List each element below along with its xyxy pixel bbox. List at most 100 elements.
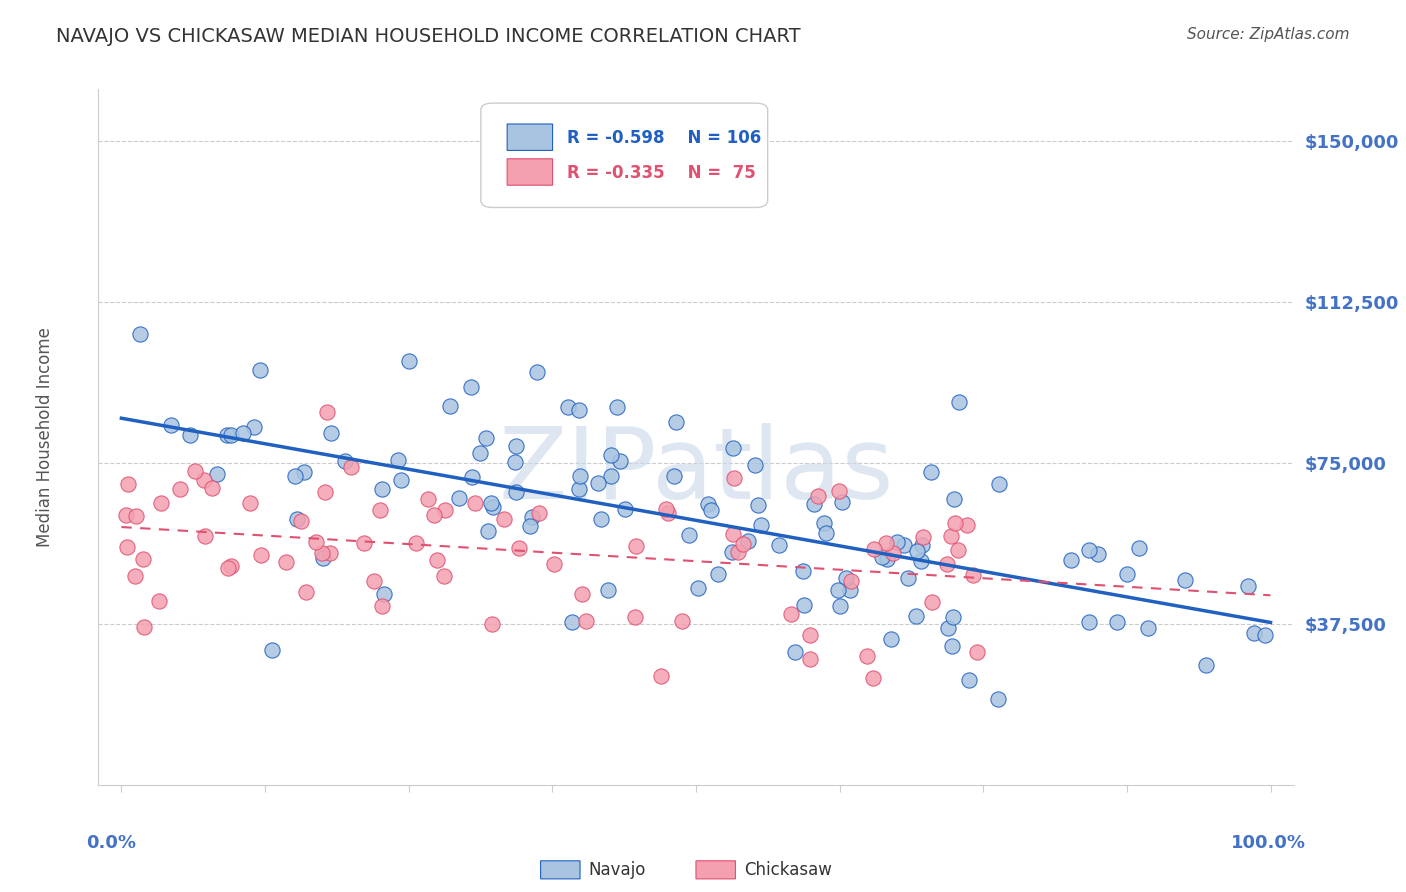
Point — [481, 616, 503, 631]
Point — [721, 545, 744, 559]
Point — [911, 538, 934, 552]
Point — [568, 469, 591, 483]
Point — [862, 671, 884, 685]
Point — [370, 502, 392, 516]
Point — [700, 502, 723, 516]
Point — [586, 476, 609, 491]
Text: R = -0.335    N =  75: R = -0.335 N = 75 — [567, 164, 755, 182]
Point — [671, 614, 693, 628]
Point — [292, 466, 315, 480]
Point — [243, 420, 266, 434]
Point — [780, 607, 803, 621]
Point — [475, 431, 498, 445]
Point — [405, 536, 427, 550]
Point — [318, 546, 340, 560]
Text: R = -0.598    N = 106: R = -0.598 N = 106 — [567, 129, 761, 147]
Point — [221, 428, 243, 442]
Point — [295, 585, 318, 599]
Point — [418, 492, 440, 507]
Point — [911, 531, 934, 545]
Point — [749, 518, 772, 533]
Point — [893, 538, 915, 552]
Point — [955, 518, 977, 533]
Point — [875, 535, 897, 549]
Point — [373, 587, 395, 601]
Point — [183, 464, 205, 478]
Point — [232, 426, 254, 441]
Point — [217, 428, 239, 442]
Point — [260, 643, 283, 657]
Point — [905, 609, 928, 624]
Point — [315, 405, 337, 419]
Text: Chickasaw: Chickasaw — [744, 861, 832, 879]
Point — [363, 574, 385, 589]
Point — [799, 652, 821, 666]
Point — [723, 470, 745, 484]
Point — [439, 399, 461, 413]
Point — [387, 452, 409, 467]
Point — [305, 535, 328, 549]
Point — [561, 615, 583, 629]
Point — [936, 557, 959, 571]
Point — [333, 453, 356, 467]
Point — [737, 534, 759, 549]
FancyBboxPatch shape — [481, 103, 768, 208]
Point — [589, 512, 612, 526]
Point — [353, 535, 375, 549]
Point — [905, 544, 928, 558]
Point — [194, 529, 217, 543]
Point — [1137, 622, 1160, 636]
Point — [557, 401, 579, 415]
Point — [505, 439, 527, 453]
Point — [721, 442, 744, 456]
Point — [828, 599, 851, 614]
Text: Navajo: Navajo — [589, 861, 645, 879]
Text: Source: ZipAtlas.com: Source: ZipAtlas.com — [1187, 27, 1350, 42]
Point — [124, 508, 146, 523]
FancyBboxPatch shape — [508, 124, 553, 151]
Point — [910, 554, 932, 568]
Point — [205, 467, 228, 481]
Point — [799, 627, 821, 641]
Point — [148, 594, 170, 608]
Point — [688, 581, 710, 595]
Point — [942, 610, 965, 624]
Point — [596, 582, 619, 597]
Point — [856, 649, 879, 664]
Point — [813, 516, 835, 530]
Point — [665, 415, 688, 429]
Point — [768, 538, 790, 552]
Point — [870, 549, 893, 564]
Point — [389, 473, 412, 487]
Point — [249, 362, 271, 376]
Point — [662, 469, 685, 483]
Point — [943, 516, 966, 530]
Text: 100.0%: 100.0% — [1230, 834, 1306, 852]
Point — [988, 476, 1011, 491]
Point — [314, 485, 336, 500]
Point — [948, 543, 970, 558]
Point — [505, 484, 527, 499]
Point — [398, 353, 420, 368]
Point — [1087, 547, 1109, 561]
Point — [723, 526, 745, 541]
Point — [942, 491, 965, 506]
Point — [219, 559, 242, 574]
Point — [1116, 567, 1139, 582]
Point — [803, 497, 825, 511]
Point — [897, 571, 920, 585]
Point — [941, 640, 963, 654]
Point — [575, 614, 598, 628]
Point — [1237, 579, 1260, 593]
Point — [124, 569, 146, 583]
Point — [879, 632, 901, 646]
Point — [284, 468, 307, 483]
Point — [605, 400, 627, 414]
Point — [543, 558, 565, 572]
FancyBboxPatch shape — [541, 861, 581, 879]
Point — [285, 512, 308, 526]
Point — [460, 470, 482, 484]
Point — [217, 561, 239, 575]
Point — [201, 481, 224, 495]
Point — [921, 465, 943, 479]
